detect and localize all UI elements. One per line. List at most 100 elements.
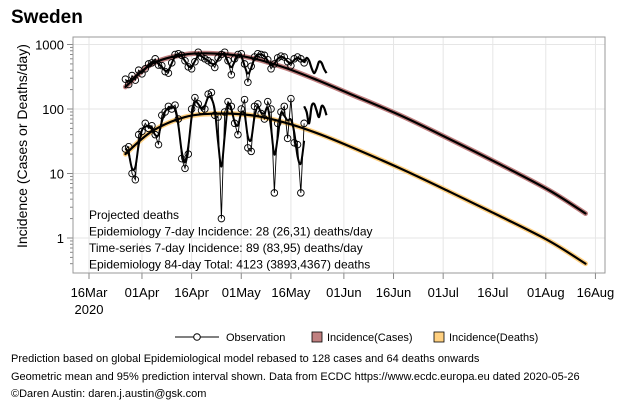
observation-marker xyxy=(257,50,265,59)
observation-marker xyxy=(273,119,282,128)
y-tick-label: 10 xyxy=(50,167,64,182)
observation-marker xyxy=(184,150,193,158)
observation-marker xyxy=(297,189,305,197)
observation-marker xyxy=(300,119,308,128)
y-tick-label: 1 xyxy=(57,231,64,246)
legend-label: Incidence(Deaths) xyxy=(449,332,538,344)
observation-marker xyxy=(181,164,189,173)
legend-swatch-icon xyxy=(433,331,445,343)
x-tick-year-label: 2020 xyxy=(75,302,104,317)
observation-marker xyxy=(263,97,272,106)
x-tick-label: 01Aug xyxy=(527,285,565,300)
observation-marker xyxy=(138,70,146,78)
observation-marker xyxy=(177,51,186,60)
observation-marker xyxy=(154,140,163,149)
observation-marker xyxy=(260,115,269,123)
observation-marker xyxy=(124,142,133,151)
x-tick-label: 16Aug xyxy=(577,285,615,300)
annotation-line: Epidemiology 84-day Total: 4123 (3893,43… xyxy=(89,258,370,272)
observation-marker xyxy=(227,70,236,79)
observation-marker xyxy=(270,189,279,197)
observation-marker xyxy=(244,78,252,86)
legend-label: Observation xyxy=(226,332,285,344)
observation-marker xyxy=(211,63,219,72)
x-tick-label: 01Jul xyxy=(428,285,459,300)
observation-marker xyxy=(287,61,295,70)
observation-line xyxy=(125,91,305,219)
x-tick-label: 01May xyxy=(222,285,262,300)
observation-marker xyxy=(293,140,302,149)
observation-marker xyxy=(131,176,140,184)
observation-marker xyxy=(230,119,239,128)
observation-marker xyxy=(247,62,255,71)
observation-marker xyxy=(201,105,209,113)
annotation-line: Time-series 7-day Incidence: 89 (83,95) … xyxy=(89,241,363,255)
observation-marker xyxy=(234,130,242,139)
legend-observation-marker-icon xyxy=(193,333,201,341)
observation-marker xyxy=(254,100,262,108)
observation-marker xyxy=(220,108,229,116)
observation-marker xyxy=(214,113,222,121)
observation-marker xyxy=(164,69,173,77)
x-tick-label: 16Apr xyxy=(174,285,209,300)
observation-marker xyxy=(158,61,166,70)
observation-marker xyxy=(154,61,163,69)
observation-marker xyxy=(128,169,136,178)
x-tick-label: 16Jul xyxy=(477,285,508,300)
x-tick-label: 16Mar xyxy=(71,285,109,300)
observation-marker xyxy=(144,60,153,68)
observation-marker xyxy=(177,154,186,163)
observation-marker xyxy=(191,93,199,102)
observation-marker xyxy=(217,214,226,223)
observation-marker xyxy=(267,105,275,113)
observation-marker xyxy=(287,94,295,103)
plot-frame xyxy=(72,36,606,274)
observation-marker xyxy=(161,108,169,116)
x-tick-label: 16May xyxy=(271,285,311,300)
observation-marker xyxy=(174,115,183,123)
observation-marker xyxy=(224,56,232,65)
observation-marker xyxy=(227,102,236,111)
annotation-line: Epidemiology 7-day Incidence: 28 (26,31)… xyxy=(89,225,373,239)
observation-marker xyxy=(263,56,272,64)
observation-marker xyxy=(148,121,156,130)
footnote-model: Prediction based on global Epidemiologic… xyxy=(11,353,480,365)
legend-label: Incidence(Cases) xyxy=(327,332,413,344)
observation-marker xyxy=(237,105,246,113)
observation-marker xyxy=(187,105,196,113)
footnote-copyright: ©Daren Austin: daren.j.austin@gsk.com xyxy=(11,388,207,400)
observation-marker xyxy=(138,127,146,136)
observation-marker xyxy=(187,65,196,73)
observation-marker xyxy=(257,109,265,118)
observation-marker xyxy=(181,56,189,65)
time-series-projection-line xyxy=(303,56,328,75)
x-tick-label: 01Apr xyxy=(125,285,160,300)
chart-title: Sweden xyxy=(11,7,83,28)
observation-marker xyxy=(121,75,130,83)
plot-background xyxy=(73,37,605,273)
observation-marker xyxy=(277,52,285,60)
x-tick-label: 16Jun xyxy=(376,285,411,300)
observation-marker xyxy=(207,88,216,97)
incidence-deaths-mean-line xyxy=(124,112,587,265)
legend-swatch-icon xyxy=(311,331,323,343)
observation-marker xyxy=(161,67,169,76)
observation-marker xyxy=(240,60,249,68)
y-tick-label: 1000 xyxy=(35,38,64,53)
observation-line xyxy=(125,51,305,86)
observation-marker xyxy=(194,100,202,108)
y-tick-label: 100 xyxy=(42,102,64,117)
annotation-heading: Projected deaths xyxy=(89,208,179,222)
observation-marker xyxy=(197,106,206,115)
x-tick-label: 01Jun xyxy=(326,285,361,300)
observation-marker xyxy=(247,147,255,156)
observation-marker xyxy=(124,80,133,89)
observation-marker xyxy=(234,50,242,59)
observation-marker xyxy=(151,55,159,63)
observation-marker xyxy=(277,108,285,116)
observation-marker xyxy=(167,59,176,67)
observation-marker xyxy=(237,49,246,58)
observation-marker xyxy=(191,58,199,66)
observation-marker xyxy=(131,76,140,84)
legend: Observation Incidence(Cases) Incidence(Dea… xyxy=(175,331,538,344)
